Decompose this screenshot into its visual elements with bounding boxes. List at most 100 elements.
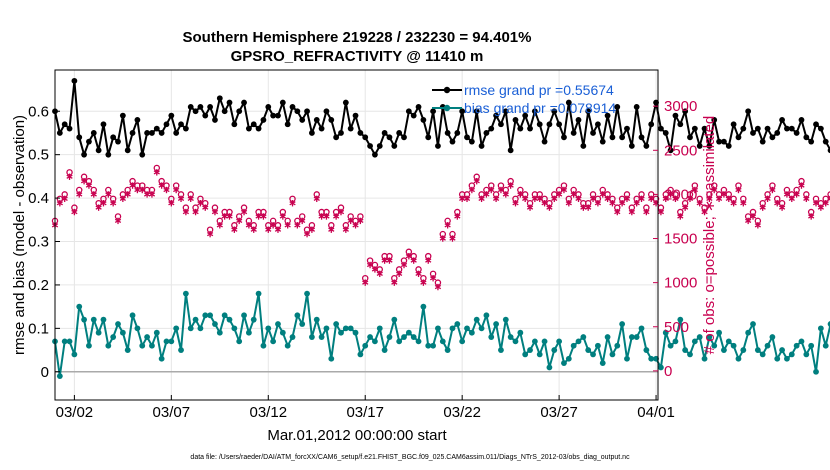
- asterisk-stroke: [609, 201, 616, 206]
- x-tick-label: 03/27: [540, 404, 578, 421]
- series-point: [439, 338, 446, 345]
- series-point: [357, 130, 364, 136]
- asterisk-stroke: [696, 201, 703, 206]
- obs-assimilated-point: [599, 191, 606, 198]
- asterisk-stroke: [817, 205, 824, 210]
- series-point: [328, 355, 335, 362]
- series-point: [716, 329, 722, 336]
- series-point: [401, 334, 407, 340]
- series-point: [580, 334, 587, 340]
- obs-assimilated-point: [735, 186, 742, 194]
- asterisk-stroke: [333, 214, 340, 219]
- y-tick-label-left: 0.2: [28, 277, 49, 294]
- obs-assimilated-point: [192, 208, 199, 216]
- series-point: [221, 108, 228, 115]
- asterisk-stroke: [454, 214, 461, 219]
- obs-assimilated-point: [279, 213, 286, 220]
- obs-assimilated-point: [691, 186, 698, 194]
- series-point: [323, 325, 330, 332]
- obs-assimilated-point: [376, 270, 383, 278]
- obs-assimilated-point: [725, 195, 732, 203]
- series-point: [531, 108, 538, 115]
- obs-assimilated-point: [434, 283, 442, 291]
- asterisk-stroke: [168, 201, 175, 206]
- series-point: [391, 316, 398, 323]
- series-point: [798, 338, 805, 345]
- obs-assimilated-point: [284, 222, 291, 229]
- asterisk-stroke: [226, 214, 233, 219]
- obs-assimilated-point: [740, 200, 747, 207]
- series-point: [279, 99, 286, 106]
- asterisk-stroke: [352, 223, 359, 228]
- obs-assimilated-point: [682, 204, 689, 211]
- asterisk-stroke: [589, 196, 597, 201]
- series-point: [342, 325, 349, 332]
- obs-assimilated-point: [555, 191, 563, 198]
- series-point: [624, 355, 630, 362]
- obs-assimilated-point: [648, 195, 655, 203]
- obs-assimilated-point: [114, 217, 122, 225]
- series-point: [464, 134, 470, 141]
- series-point: [604, 112, 611, 119]
- series-point: [405, 108, 412, 115]
- obs-assimilated-point: [337, 208, 345, 216]
- series-point: [420, 303, 427, 310]
- asterisk-stroke: [357, 218, 364, 224]
- series-point: [381, 347, 388, 353]
- obs-assimilated-point: [711, 186, 718, 194]
- obs-assimilated-point: [362, 279, 369, 286]
- series-point: [207, 312, 214, 319]
- series-point: [459, 108, 466, 115]
- series-point: [284, 121, 291, 128]
- asterisk-stroke: [192, 209, 199, 215]
- series-point: [231, 121, 238, 128]
- legend-bias-label: bias grand pr =0.078914: [464, 100, 616, 116]
- obs-assimilated-point: [812, 200, 820, 207]
- asterisk-stroke: [119, 196, 126, 201]
- series-point: [643, 143, 650, 149]
- series-point: [415, 338, 422, 345]
- obs-assimilated-point: [783, 191, 791, 198]
- series-point: [468, 329, 475, 336]
- series-point: [245, 125, 252, 132]
- obs-assimilated-point: [231, 226, 238, 233]
- asterisk-stroke: [240, 209, 248, 215]
- obs-assimilated-point: [173, 186, 180, 194]
- asterisk-stroke: [299, 218, 306, 224]
- series-point: [178, 347, 184, 353]
- asterisk-stroke: [250, 227, 257, 232]
- obs-assimilated-point: [570, 191, 577, 198]
- obs-assimilated-point: [202, 204, 209, 211]
- series-point: [774, 130, 781, 136]
- x-axis-label: Mar.01,2012 00:00:00 start: [267, 427, 447, 444]
- obs-assimilated-point: [468, 186, 475, 194]
- asterisk-stroke: [66, 174, 73, 179]
- series-point: [546, 364, 553, 371]
- series-point: [735, 134, 742, 141]
- series-point: [192, 316, 199, 323]
- obs-assimilated-point: [182, 208, 189, 216]
- asterisk-stroke: [80, 179, 88, 184]
- series-point: [270, 112, 277, 119]
- asterisk-stroke: [759, 205, 766, 210]
- series-point: [793, 130, 800, 136]
- series-point: [178, 121, 184, 128]
- obs-assimilated-point: [323, 213, 330, 220]
- asterisk-stroke: [483, 192, 490, 197]
- series-point: [95, 147, 102, 154]
- series-point: [648, 121, 655, 128]
- obs-assimilated-point: [677, 213, 684, 220]
- series-point: [163, 121, 170, 128]
- asterisk-stroke: [560, 187, 568, 193]
- asterisk-stroke: [536, 196, 543, 201]
- asterisk-stroke: [822, 201, 829, 206]
- series-point: [420, 117, 427, 123]
- series-point: [609, 351, 616, 358]
- asterisk-stroke: [778, 205, 786, 210]
- series-point: [536, 351, 543, 358]
- asterisk-stroke: [478, 196, 485, 201]
- y-tick-label-right: 0: [664, 363, 672, 380]
- series-point: [119, 112, 126, 119]
- obs-assimilated-point: [250, 226, 257, 233]
- series-point: [827, 147, 830, 154]
